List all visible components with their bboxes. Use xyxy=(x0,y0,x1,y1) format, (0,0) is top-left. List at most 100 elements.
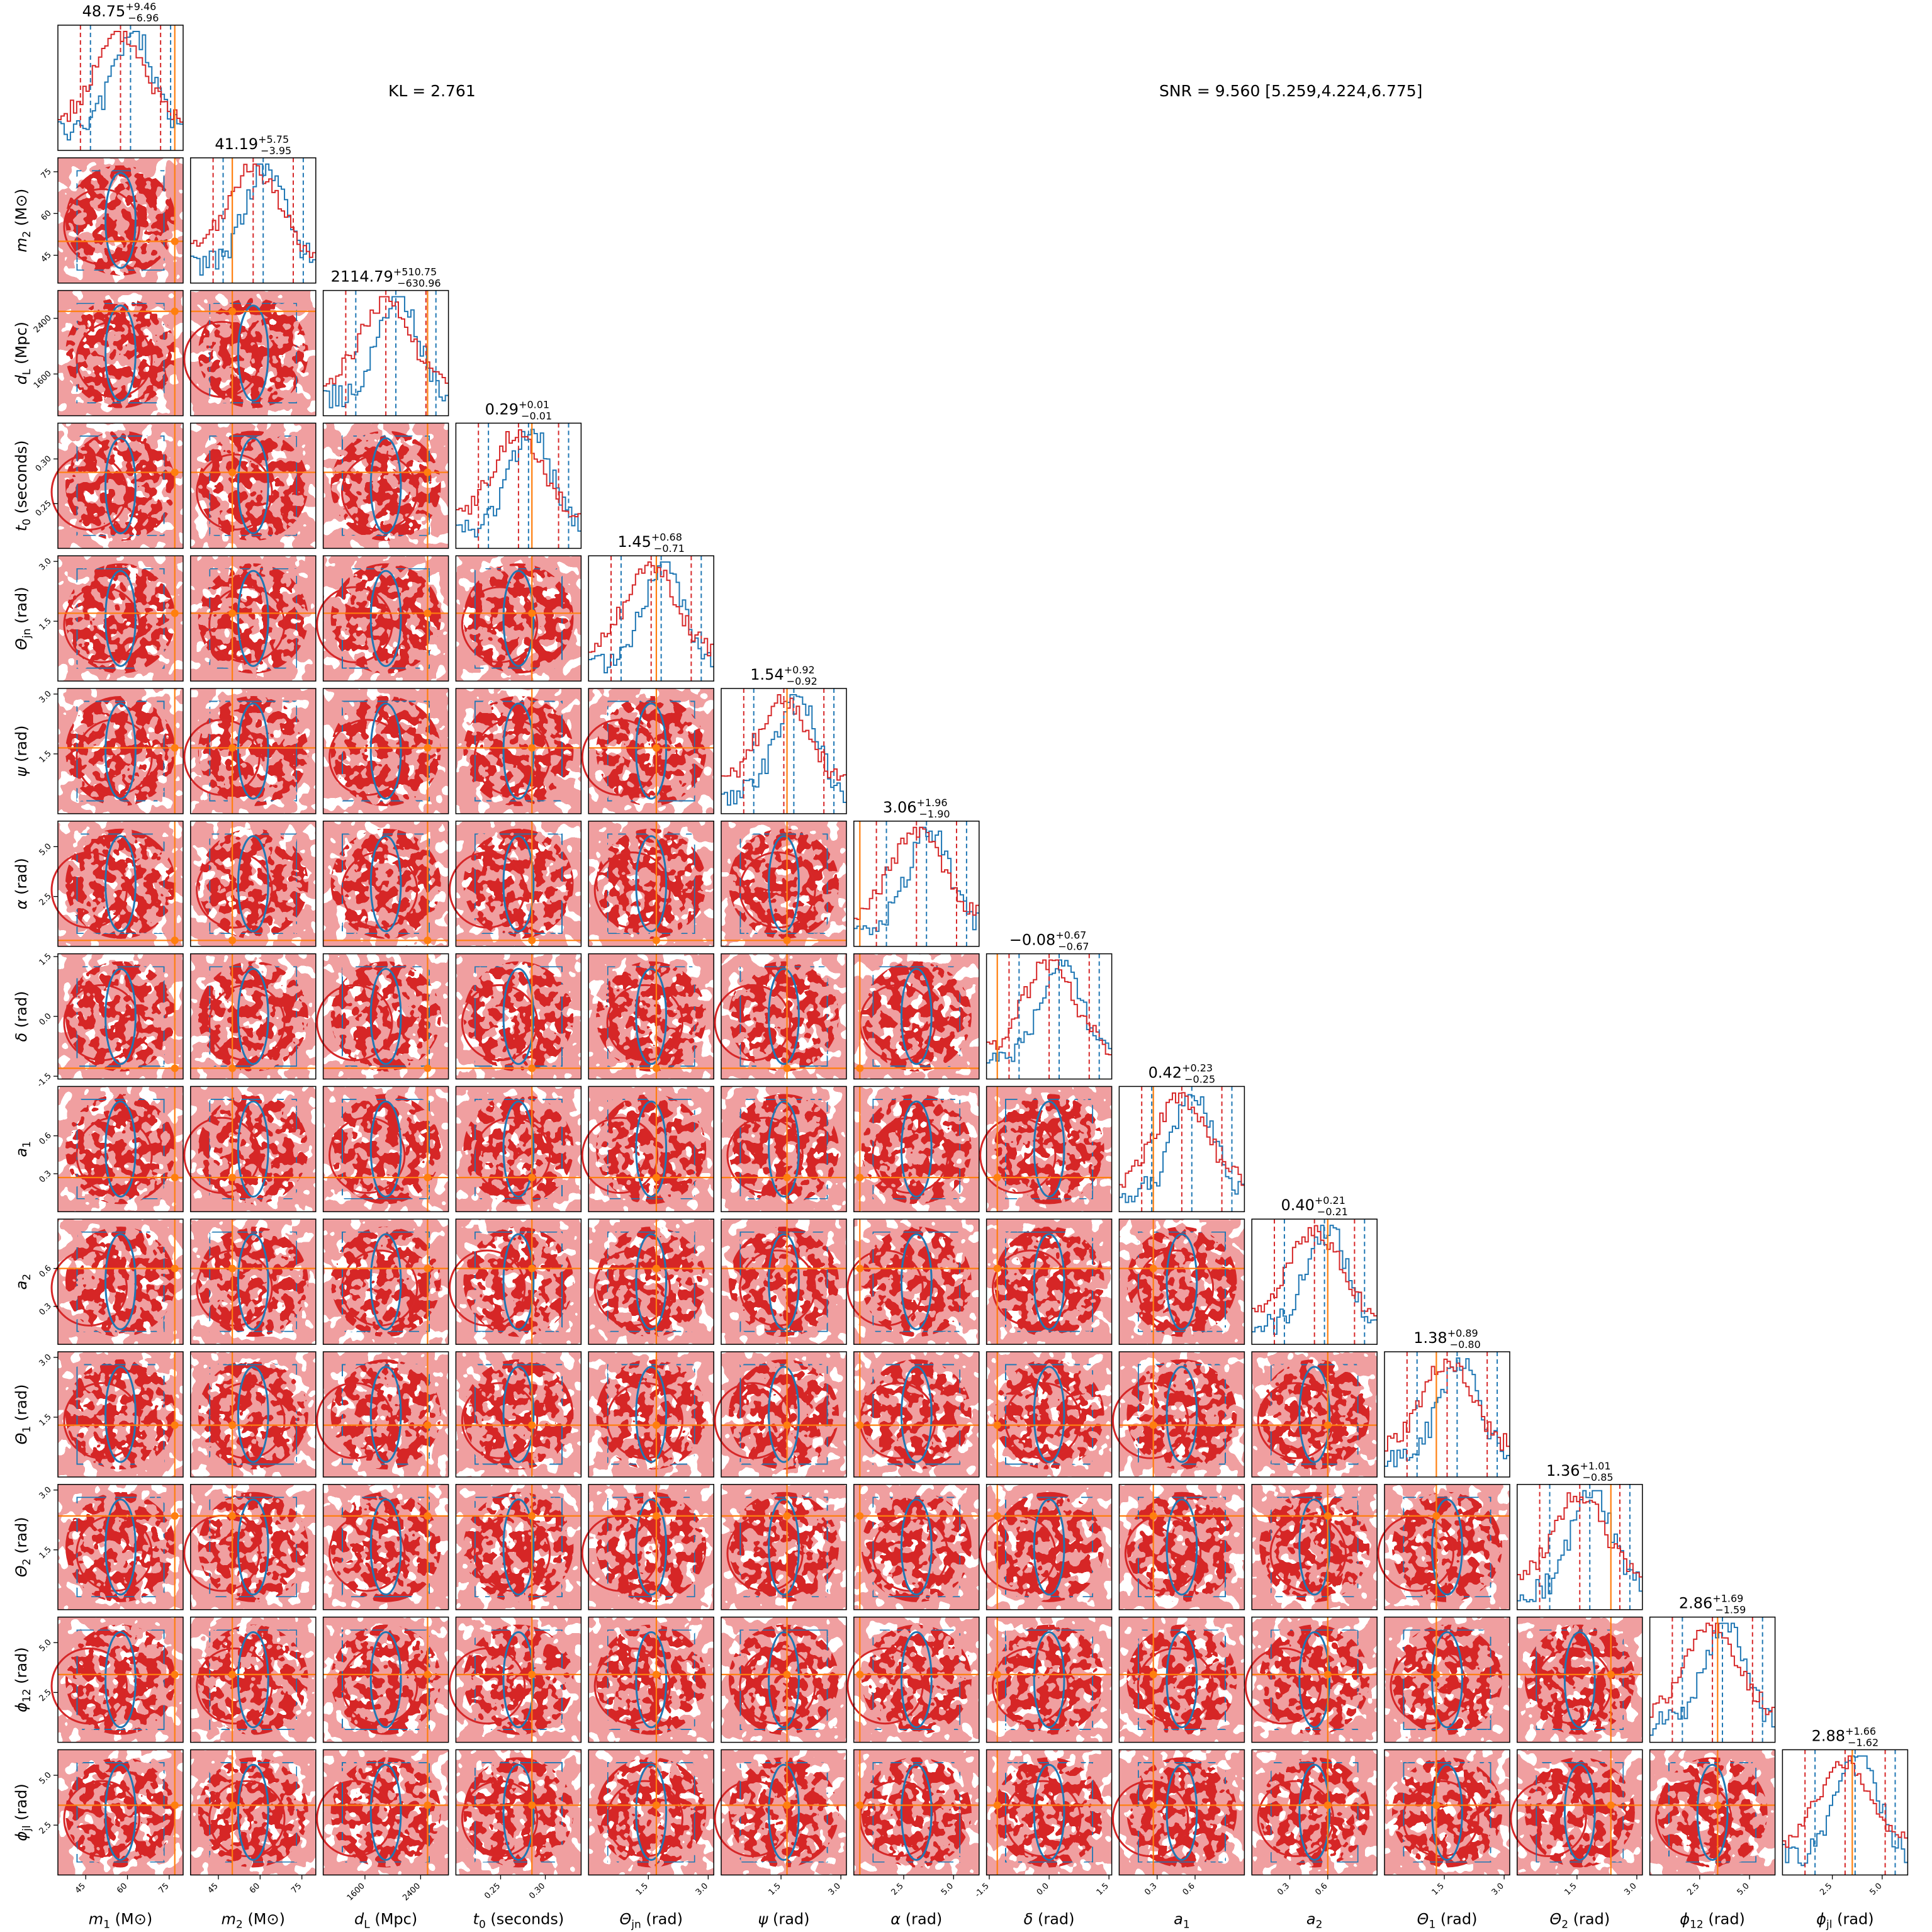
panel-frame xyxy=(588,821,714,947)
contour-b-inner xyxy=(369,1233,402,1330)
contour-panel-13-3: 0.25 0.30 xyxy=(455,1749,582,1901)
contour-b-inner xyxy=(1431,1763,1463,1862)
panel-frame xyxy=(455,953,582,1080)
panel-frame xyxy=(57,555,184,682)
y-tick-label: -1.5 xyxy=(35,1071,53,1089)
contour-b-inner xyxy=(369,1763,402,1862)
x-tick-label: 45 xyxy=(206,1882,220,1895)
contour-b-outer xyxy=(208,965,298,1068)
contour-panel-8-7 xyxy=(979,1086,1113,1213)
panel-frame xyxy=(322,1351,449,1478)
truth-point xyxy=(1323,1512,1332,1520)
contour-b-outer xyxy=(739,1761,829,1864)
contour-b-outer xyxy=(76,434,166,537)
density-a-inner xyxy=(1126,1227,1237,1337)
contour-a xyxy=(461,1780,539,1858)
density-a-inner xyxy=(65,961,176,1072)
contour-panel-9-1 xyxy=(190,1218,317,1345)
density-a-inner xyxy=(330,1094,441,1205)
y-tick-label: 60 xyxy=(40,208,53,222)
contour-a xyxy=(196,1249,273,1327)
contour-panel-9-3 xyxy=(448,1218,582,1345)
panel-frame xyxy=(57,289,184,417)
contour-b-outer xyxy=(208,1496,298,1598)
histogram-a-3 xyxy=(456,429,581,518)
panel-frame xyxy=(1118,1351,1245,1478)
density-a-inner xyxy=(330,1624,441,1735)
density-a-inner xyxy=(198,828,308,939)
truth-point xyxy=(424,1174,432,1182)
y-tick-label: 0.30 xyxy=(34,454,53,473)
contour-b-inner xyxy=(104,1100,137,1198)
param-title-7: −0.08+0.67 −0.67 xyxy=(1009,929,1089,953)
y-tick-label: 1.5 xyxy=(38,749,53,765)
density-a-inner xyxy=(330,961,441,1072)
truth-point xyxy=(228,609,237,617)
truth-point xyxy=(228,307,237,315)
truth-point xyxy=(856,1801,864,1809)
param-title-6: 3.06+1.96 −1.90 xyxy=(883,797,950,820)
truth-point xyxy=(171,1801,179,1809)
x-tick-label: 2.5 xyxy=(1818,1882,1834,1897)
contour-panel-13-1: 45 60 75 xyxy=(190,1749,317,1895)
y-tick-label: 0.6 xyxy=(38,1264,53,1279)
y-axis-label-10: Θ1 (rad) xyxy=(13,1384,33,1445)
x-tick-label: -1.5 xyxy=(973,1882,991,1900)
contour-b-outer xyxy=(1269,1629,1359,1731)
panel-frame xyxy=(57,1484,184,1610)
contour-b-outer xyxy=(473,567,564,670)
panel-frame xyxy=(588,555,714,682)
density-a-inner xyxy=(861,1757,972,1868)
density-a-inner xyxy=(1259,1359,1370,1470)
truth-point xyxy=(993,1174,1001,1182)
density-a-inner xyxy=(463,961,574,1072)
contour-a xyxy=(461,984,539,1062)
contour-b-inner xyxy=(369,835,402,933)
contour-b-outer xyxy=(208,1363,298,1466)
contour-b-inner xyxy=(237,1366,269,1463)
param-title-11: 1.36+1.01 −0.85 xyxy=(1546,1460,1614,1483)
truth-point xyxy=(528,936,536,945)
density-a-inner xyxy=(198,1624,308,1735)
density-a-inner xyxy=(330,1227,441,1337)
x-tick-label: 0.3 xyxy=(1276,1882,1291,1897)
contour-panel-8-5 xyxy=(721,1086,847,1213)
contour-panel-2-1 xyxy=(183,289,317,417)
histogram-8: 0.42+0.23 −0.25 xyxy=(1118,1062,1245,1213)
contour-b-inner xyxy=(1033,1100,1065,1198)
truth-point xyxy=(783,1174,791,1182)
truth-point xyxy=(652,1174,660,1182)
panel-frame xyxy=(1649,1749,1776,1876)
contour-b-inner xyxy=(635,1366,668,1463)
contour-panel-5-3 xyxy=(455,688,582,814)
contour-a xyxy=(714,984,791,1062)
contour-a xyxy=(50,1647,128,1725)
x-tick-label: 75 xyxy=(157,1882,171,1895)
panel-frame xyxy=(588,688,714,814)
histogram-b-4 xyxy=(588,561,714,673)
panel-frame xyxy=(455,555,582,682)
contour-a xyxy=(1257,1780,1335,1858)
truth-point xyxy=(1149,1421,1157,1429)
contour-b-outer xyxy=(208,700,298,802)
panel-frame xyxy=(588,1616,714,1743)
histogram-3: 0.29+0.01 −0.01 xyxy=(455,398,582,549)
density-a-inner xyxy=(1259,1491,1370,1602)
density-a-inner xyxy=(65,563,176,674)
contour-b-inner xyxy=(768,967,800,1065)
truth-point xyxy=(228,1801,237,1809)
contour-a xyxy=(714,1382,791,1459)
contour-panel-6-5 xyxy=(721,821,847,947)
truth-point xyxy=(856,1264,864,1272)
contour-b-inner xyxy=(1563,1631,1596,1729)
density-a-inner xyxy=(861,961,972,1072)
contour-panel-5-2 xyxy=(322,688,449,814)
truth-point xyxy=(1607,1801,1615,1809)
x-axis-label-13: ϕjl (rad) xyxy=(1816,1910,1873,1931)
contour-panel-8-4 xyxy=(581,1086,714,1213)
truth-point xyxy=(228,744,237,752)
contour-b-inner xyxy=(502,570,535,667)
density-a-inner xyxy=(463,563,574,674)
contour-panel-10-4 xyxy=(588,1351,714,1478)
